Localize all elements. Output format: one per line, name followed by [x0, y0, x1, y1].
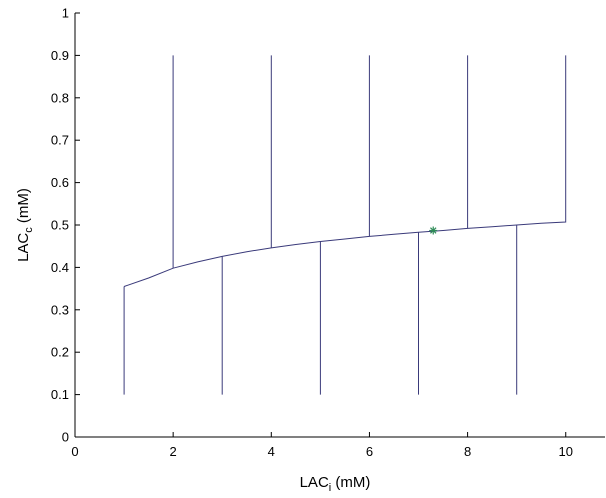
- x-ticks: 0 2 4 6 8 10: [71, 432, 573, 459]
- y-axis-title-subscript: c: [23, 227, 35, 233]
- y-tick-label-9: 0.9: [51, 48, 69, 63]
- y-tick-label-7: 0.7: [51, 133, 69, 148]
- series-line-0: [123, 55, 567, 287]
- y-tick-label-4: 0.4: [51, 260, 69, 275]
- x-tick-label-2: 4: [268, 444, 275, 459]
- y-ticks: 0 0.1 0.2 0.3 0.4 0.5 0.6 0.7 0.8 0.9 1: [51, 6, 80, 445]
- x-tick-label-4: 8: [464, 444, 471, 459]
- x-tick-label-5: 10: [559, 444, 573, 459]
- x-axis-title-subscript: i: [329, 482, 331, 494]
- x-tick-label-1: 2: [170, 444, 177, 459]
- x-axis-title-unit: (mM): [331, 474, 370, 491]
- y-tick-label-6: 0.6: [51, 175, 69, 190]
- y-tick-label-2: 0.2: [51, 345, 69, 360]
- y-axis-title-base: LAC: [15, 233, 32, 262]
- y-tick-label-10: 1: [62, 6, 69, 21]
- asterisk-stroke-3: [430, 227, 437, 234]
- asterisk-marker-0: [429, 226, 438, 235]
- series-markers: [429, 226, 438, 235]
- y-tick-label-0: 0: [62, 430, 69, 445]
- y-tick-label-5: 0.5: [51, 218, 69, 233]
- x-tick-label-3: 6: [366, 444, 373, 459]
- x-axis-title-base: LAC: [300, 474, 329, 491]
- y-axis-title-unit: (mM): [15, 188, 32, 227]
- y-axis-title: LACc (mM): [15, 188, 35, 262]
- y-tick-label-3: 0.3: [51, 302, 69, 317]
- x-axis-title: LACi (mM): [300, 474, 371, 494]
- x-tick-label-0: 0: [71, 444, 78, 459]
- y-tick-label-1: 0.1: [51, 387, 69, 402]
- axes: 0 2 4 6 8 10 0 0.1 0.2 0.3 0.4 0.5 0.6 0.7 0.8 0.9 1: [51, 6, 605, 459]
- series-lines: [123, 55, 567, 395]
- y-tick-label-8: 0.8: [51, 90, 69, 105]
